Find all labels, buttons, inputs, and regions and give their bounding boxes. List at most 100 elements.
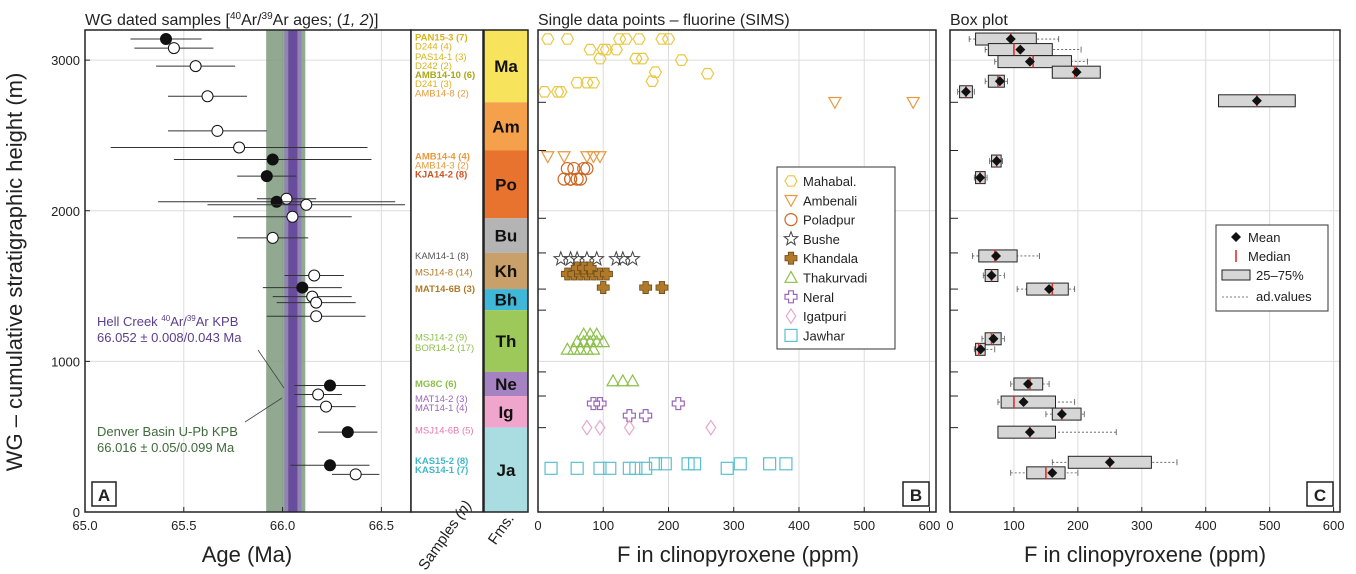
hell-creek-label: Hell Creek 40Ar/39Ar KPB (97, 314, 238, 329)
data-point-square (629, 461, 643, 475)
panel-b-x-tick-label: 100 (592, 518, 614, 533)
data-point-hexagon (700, 67, 715, 80)
data-point-star (624, 250, 641, 267)
panel-b-x-tick-label: 300 (723, 518, 745, 533)
panel-b-x-tick-label: 500 (853, 518, 875, 533)
sample-label: MAT14-2 (3) (415, 394, 468, 405)
sample-label: AMB14-4 (4) (415, 152, 470, 163)
panel-c-x-tick-label: 300 (1131, 518, 1153, 533)
panel-a-y-tick-label: 3000 (51, 53, 80, 68)
sample-label: PAS14-1 (3) (415, 52, 467, 63)
panel-b-x-tick-label: 200 (658, 518, 680, 533)
data-point-triangle-down (557, 151, 572, 164)
data-point-hexagon (586, 76, 601, 89)
panel-b-letter: B (910, 486, 922, 505)
panel-a-x-tick-label: 66.5 (369, 518, 394, 533)
legend-marker-triangle-up (783, 270, 799, 283)
data-point-triangle-up (606, 373, 621, 387)
data-point-square (720, 461, 734, 475)
data-point-plus (671, 396, 685, 411)
data-point-plus (593, 396, 607, 411)
data-point-cross (639, 281, 653, 294)
data-point-hexagon (619, 33, 633, 45)
box-mean (1018, 397, 1029, 408)
legend-marker-circle (784, 213, 798, 227)
age-point (312, 388, 325, 401)
panel-a-y-tick-label: 2000 (51, 204, 80, 219)
data-point-star (588, 250, 605, 267)
data-point-cross (600, 267, 613, 281)
legend-label: ad.values (1256, 289, 1312, 304)
sample-label: KJA14-2 (8) (415, 170, 467, 181)
formation-band (484, 252, 528, 290)
box-mean (1071, 67, 1082, 78)
formation-label: Ja (497, 461, 516, 480)
data-point-cross (655, 281, 669, 294)
data-point-square (658, 457, 672, 471)
sample-label: MSJ14-8 (14) (415, 268, 473, 279)
panel-c-letter-box (1306, 481, 1334, 507)
sample-label: AMB14-3 (2) (415, 161, 469, 172)
box-mean (1044, 284, 1055, 295)
legend-label: Bushe (803, 232, 840, 247)
data-point-hexagon (570, 76, 584, 89)
panel-b-x-tick-label: 400 (788, 518, 810, 533)
data-point-circle (577, 161, 591, 176)
data-point-square (639, 461, 653, 475)
data-point-triangle-up (625, 373, 640, 387)
sample-label: KAM14-1 (8) (415, 251, 469, 262)
panel-a-x-tick-label: 65.5 (171, 518, 196, 533)
data-point-triangle-up (596, 334, 611, 348)
data-point-square (763, 457, 777, 471)
legend-marker-star (782, 230, 800, 246)
panel-a-title: WG dated samples [40Ar/39Ar ages; (1, 2)… (85, 11, 378, 29)
formations-x-label: Fms. (485, 511, 518, 548)
panel-b-frame (537, 29, 937, 513)
sample-label: KAS14-1 (7) (415, 465, 468, 476)
formation-band (484, 218, 528, 253)
data-point-triangle-up (615, 373, 630, 387)
data-point-square (544, 461, 558, 475)
panel-c-x-axis-label: F in clinopyroxene (ppm) (1024, 542, 1266, 567)
age-point (323, 379, 336, 392)
sample-label: PAN15-3 (7) (415, 33, 468, 44)
formation-label: Ig (498, 403, 513, 422)
panel-c-x-tick-label: 100 (1003, 518, 1025, 533)
formation-band (484, 310, 528, 372)
formation-band (484, 102, 528, 151)
legend-iqr-marker (1221, 269, 1251, 281)
formation-band (484, 427, 528, 512)
data-point-plus (622, 409, 636, 423)
age-point (211, 124, 224, 137)
formation-label: Bh (495, 291, 518, 310)
age-point (189, 60, 202, 73)
age-point (323, 459, 336, 472)
panel-b-x-axis-label: F in clinopyroxene (ppm) (617, 542, 859, 567)
panel-a-plot-area (85, 30, 411, 512)
data-point-cross (583, 261, 597, 275)
box-mean (994, 76, 1005, 87)
data-point-diamond (623, 419, 635, 436)
data-point-triangle-up (589, 327, 604, 340)
box-mean (1015, 44, 1026, 55)
denver-value: 66.016 ± 0.05/0.099 Ma (97, 440, 235, 455)
sample-label: MSJ14-6B (5) (415, 426, 474, 437)
panel-c-x-tick-label: 400 (1195, 518, 1217, 533)
panel-a-y-tick-label: 0 (73, 505, 80, 520)
legend-marker-plus (784, 290, 798, 304)
sample-label: MSJ14-2 (9) (415, 332, 467, 343)
age-point (201, 90, 214, 103)
box-mean (1251, 95, 1262, 106)
denver-label: Denver Basin U-Pb KPB (97, 424, 238, 439)
age-point (310, 310, 323, 323)
data-point-hexagon (609, 43, 623, 56)
box-mean (1024, 56, 1035, 67)
panel-c-frame (949, 29, 1341, 513)
data-point-square (603, 461, 617, 475)
box-mean (991, 250, 1002, 261)
formations-frame (483, 29, 529, 513)
panel-b-x-tick-label: 600 (919, 518, 941, 533)
sample-label: MAT14-1 (4) (415, 403, 468, 414)
panel-a-y-tick-label: 1000 (51, 354, 80, 369)
